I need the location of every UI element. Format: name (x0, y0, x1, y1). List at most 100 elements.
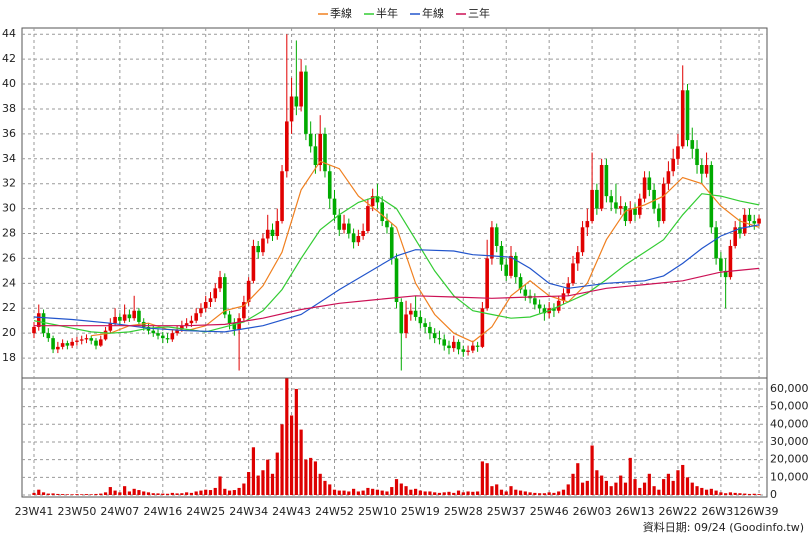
candle-body (108, 323, 113, 331)
moving-average-line (33, 224, 760, 333)
volume-bar (41, 492, 46, 495)
y2-tick-label: 20,000 (770, 453, 808, 466)
y-tick-label: 32 (2, 177, 16, 190)
candle-body (385, 221, 389, 228)
volume-bar (604, 480, 608, 495)
volume-bar (323, 480, 327, 495)
volume-bar (719, 492, 723, 495)
volume-bar (256, 475, 260, 495)
volume-bar (614, 482, 618, 495)
volume-bar (351, 488, 356, 495)
candle-body (337, 214, 342, 230)
candle-body (285, 121, 289, 172)
candle-body (742, 214, 747, 234)
volume-bar (223, 488, 227, 495)
candle-body (490, 227, 494, 259)
candle-body (757, 218, 761, 224)
volume-bar (747, 493, 752, 495)
volume-bar (576, 463, 580, 495)
volume-bar (700, 487, 704, 495)
candle-body (537, 304, 542, 309)
candle-body (332, 198, 337, 215)
volume-bar (84, 494, 89, 495)
volume-bar (127, 491, 131, 495)
y-tick-label: 26 (2, 251, 16, 264)
volume-bar (609, 486, 613, 495)
candle-body (728, 245, 733, 278)
volume-bar (356, 491, 360, 495)
y-tick-label: 24 (2, 276, 16, 289)
volume-bar (566, 484, 570, 495)
candle-body (671, 158, 675, 172)
volume-bar (394, 479, 399, 495)
candle-body (580, 227, 585, 253)
y-tick-label: 40 (2, 77, 16, 90)
candle-body (442, 339, 447, 346)
candle-body (313, 146, 318, 166)
candle-body (480, 308, 485, 347)
volume-bar (414, 488, 418, 495)
volume-bar (685, 477, 690, 495)
candle-body (394, 258, 399, 303)
candle-body (518, 277, 523, 290)
volume-bar (738, 493, 742, 495)
volume-bar (103, 492, 108, 495)
volume-bar (538, 493, 542, 495)
candle-body (375, 196, 380, 203)
candle-body (413, 310, 418, 317)
candle-body (423, 323, 427, 327)
volume-bar (247, 472, 251, 495)
volume-bar (361, 490, 365, 495)
candle-body (127, 314, 132, 319)
volume-bar (490, 486, 494, 495)
candle-body (199, 308, 203, 314)
volume-bar (99, 493, 103, 495)
volume-bar (332, 489, 337, 495)
candle-body (213, 288, 218, 299)
candle-body (356, 236, 361, 243)
volume-bar (480, 461, 484, 495)
candle-body (652, 189, 656, 209)
candle-body (261, 238, 265, 253)
x-tick-label: 24W16 (143, 505, 182, 518)
candle-body (685, 90, 690, 141)
volume-bar (37, 489, 41, 495)
volume-bar (442, 492, 446, 495)
x-tick-label: 23W50 (57, 505, 96, 518)
volume-bar (61, 494, 65, 495)
legend-label: 季線 (330, 6, 352, 20)
candle-body (289, 96, 294, 122)
candle-body (590, 189, 594, 222)
candle-body (409, 310, 413, 315)
volume-bar (447, 491, 451, 495)
volume-bar (232, 490, 236, 495)
candle-body (175, 329, 179, 334)
candle-body (604, 165, 609, 197)
volume-bar (504, 491, 508, 495)
volume-bar (294, 388, 298, 495)
candle-body (676, 146, 680, 159)
volume-bar (237, 487, 241, 495)
volume-bar (595, 470, 599, 495)
candle-body (404, 314, 408, 334)
candle-body (156, 333, 160, 336)
candle-body (218, 277, 222, 289)
volume-bar (399, 483, 403, 495)
x-tick-label: 24W07 (100, 505, 139, 518)
volume-bar (642, 482, 647, 495)
candle-body (533, 298, 537, 305)
candle-body (738, 227, 742, 234)
volume-bar (724, 493, 728, 495)
volume-bar (180, 493, 184, 495)
candle-body (323, 133, 327, 172)
x-tick-label: 26W03 (573, 505, 612, 518)
candle-body (32, 326, 36, 334)
volume-bar (552, 492, 556, 495)
volume-bar (266, 459, 270, 495)
volume-bar (619, 475, 623, 495)
volume-bar (571, 473, 575, 495)
candle-body (132, 310, 136, 319)
x-tick-label: 24W34 (229, 505, 268, 518)
candle-body (308, 133, 313, 147)
candle-body (542, 308, 547, 314)
